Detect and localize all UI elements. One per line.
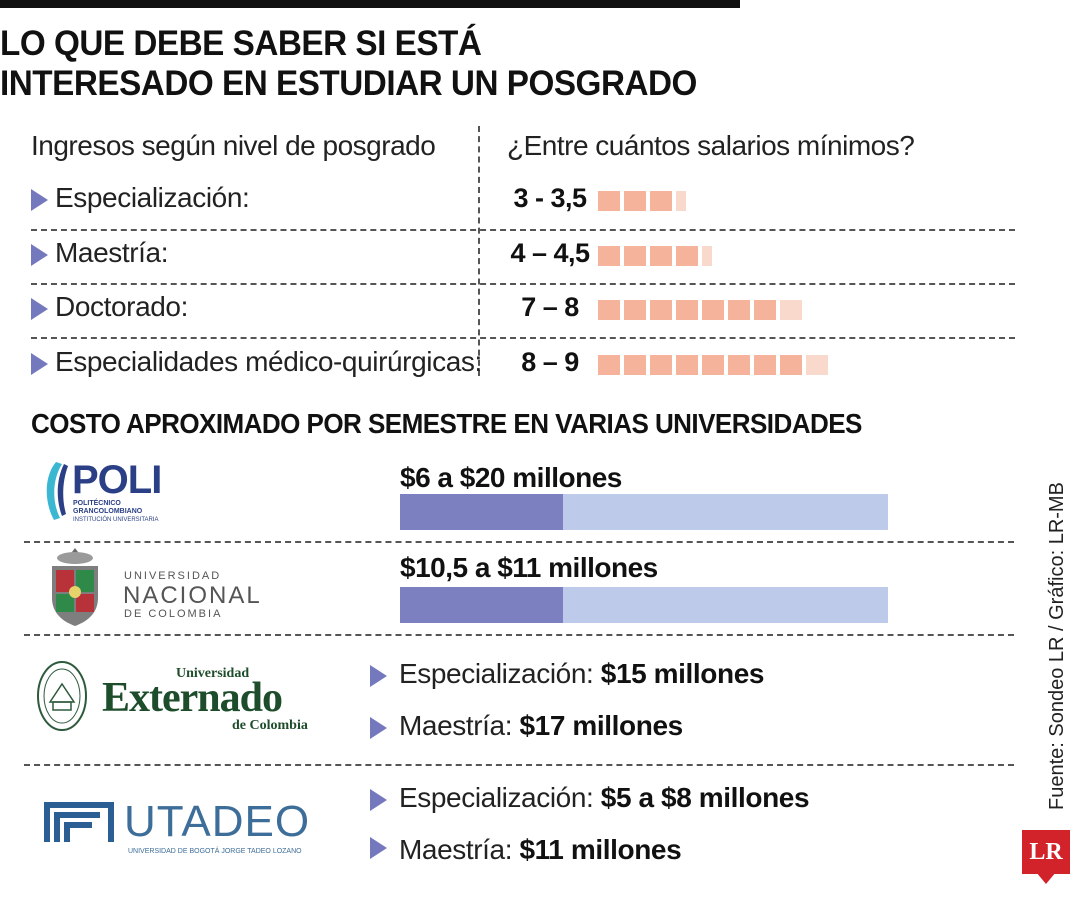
salary-unit-square (650, 191, 672, 211)
source-credit: Fuente: Sondeo LR / Gráfico: LR-MB (1042, 482, 1072, 810)
page-title-line2: INTERESADO EN ESTUDIAR UN POSGRADO (0, 64, 697, 103)
externado-logo-sub1: Universidad (176, 666, 250, 681)
externado-logo-text: Externado (102, 675, 283, 721)
utadeo-item-2: Maestría: $11 millones (399, 834, 682, 866)
salary-unit-square (624, 355, 646, 375)
externado-seal-icon: Universidad Externado de Colombia (36, 660, 336, 736)
salary-range-square (780, 300, 802, 320)
poli-cost-bar (400, 494, 888, 530)
salary-unit-square (754, 300, 776, 320)
row-divider (31, 283, 1015, 285)
salary-unit-square (676, 355, 698, 375)
salary-range-square (806, 355, 828, 375)
externado-item-2: Maestría: $17 millones (399, 710, 683, 742)
unal-logo-sub2: DE COLOMBIA (124, 608, 223, 620)
externado-item-1-value: $15 millones (600, 658, 765, 689)
lr-logo-tail (1036, 872, 1056, 884)
lr-logo-icon: LR (1022, 830, 1070, 874)
poli-logo-sub1: POLITÉCNICO (73, 500, 121, 507)
income-range-label: 7 – 8 (521, 292, 579, 322)
externado-item-1-label: Especialización: (399, 658, 594, 689)
unal-cost-bar-fill (400, 587, 564, 623)
poli-logo-icon: POLI POLITÉCNICO GRANCOLOMBIANO INSTITUC… (42, 458, 222, 528)
utadeo-item-2-value: $11 millones (519, 834, 682, 865)
source-text: Fuente: Sondeo LR / Gráfico: LR-MB (1046, 482, 1068, 810)
income-category-label: Especialización: (55, 182, 250, 213)
utadeo-item-2-label: Maestría: (399, 834, 513, 865)
salary-unit-square (728, 300, 750, 320)
bullet-triangle-icon (370, 717, 387, 739)
salary-unit-square (754, 355, 776, 375)
poli-cost-bar-fill (400, 494, 564, 530)
salary-unit-square (598, 355, 620, 375)
externado-item-2-value: $17 millones (519, 710, 684, 741)
poli-cost-label: $6 a $20 millones (400, 462, 622, 493)
income-left-header: Ingresos según nivel de posgrado (31, 130, 436, 161)
poli-logo-sub3: INSTITUCIÓN UNIVERSITARIA (73, 517, 159, 523)
income-vertical-divider (478, 126, 480, 376)
externado-item-1: Especialización: $15 millones (399, 658, 764, 690)
row-divider (31, 229, 1015, 231)
salary-unit-square (676, 246, 698, 266)
utadeo-item-1: Especialización: $5 a $8 millones (399, 782, 810, 814)
page-title-line1: LO QUE DEBE SABER SI ESTÁ (0, 24, 482, 63)
utadeo-item-1-value: $5 a $8 millones (600, 782, 810, 813)
row-triangle-icon (31, 353, 48, 375)
income-category-label: Maestría: (55, 237, 169, 268)
unal-logo-sub1: UNIVERSIDAD (124, 570, 222, 582)
externado-item-2-label: Maestría: (399, 710, 513, 741)
unal-cost-bar (400, 587, 888, 623)
unal-logo-text: NACIONAL (123, 582, 262, 609)
row-divider (31, 337, 1015, 339)
bullet-triangle-icon (370, 665, 387, 687)
salary-unit-square (624, 300, 646, 320)
income-range-label: 4 – 4,5 (510, 238, 590, 268)
externado-logo-sub2: de Colombia (232, 718, 308, 733)
income-range-label: 8 – 9 (521, 347, 579, 377)
bullet-triangle-icon (370, 789, 387, 811)
page-title: LO QUE DEBE SABER SI ESTÁ INTERESADO EN … (0, 24, 760, 104)
salary-unit-square (598, 300, 620, 320)
salary-unit-square (728, 355, 750, 375)
uni-divider (24, 634, 1014, 636)
salary-unit-square (650, 300, 672, 320)
salary-unit-square (624, 246, 646, 266)
row-triangle-icon (31, 298, 48, 320)
salary-unit-square (598, 246, 620, 266)
salary-unit-square (702, 355, 724, 375)
row-triangle-icon (31, 189, 48, 211)
unal-cost-label: $10,5 a $11 millones (400, 552, 658, 583)
salary-unit-square (676, 300, 698, 320)
salary-range-square (676, 191, 686, 211)
top-rule (0, 0, 740, 8)
utadeo-logo-sub1: UNIVERSIDAD DE BOGOTÁ JORGE TADEO LOZANO (128, 848, 302, 855)
income-category-label: Especialidades médico-quirúrgicas: (55, 346, 482, 377)
salary-unit-square (650, 246, 672, 266)
income-category-label: Doctorado: (55, 291, 188, 322)
salary-unit-square (650, 355, 672, 375)
costs-title: COSTO APROXIMADO POR SEMESTRE EN VARIAS … (31, 408, 862, 439)
income-range-label: 3 - 3,5 (513, 183, 587, 213)
salary-unit-square (624, 191, 646, 211)
uni-divider (24, 764, 1014, 766)
utadeo-logo-icon: UTADEO UNIVERSIDAD DE BOGOTÁ JORGE TADEO… (44, 796, 334, 860)
income-right-header: ¿Entre cuántos salarios mínimos? (507, 130, 915, 161)
bullet-triangle-icon (370, 837, 387, 859)
utadeo-logo-text: UTADEO (124, 797, 311, 846)
utadeo-item-1-label: Especialización: (399, 782, 594, 813)
salary-unit-square (598, 191, 620, 211)
salary-range-square (702, 246, 712, 266)
uni-divider (24, 541, 1014, 543)
salary-unit-square (702, 300, 724, 320)
poli-logo-text: POLI (72, 458, 162, 502)
unal-shield-icon: UNIVERSIDAD NACIONAL DE COLOMBIA (44, 546, 260, 630)
salary-unit-square (780, 355, 802, 375)
row-triangle-icon (31, 244, 48, 266)
poli-logo-sub2: GRANCOLOMBIANO (73, 508, 143, 515)
